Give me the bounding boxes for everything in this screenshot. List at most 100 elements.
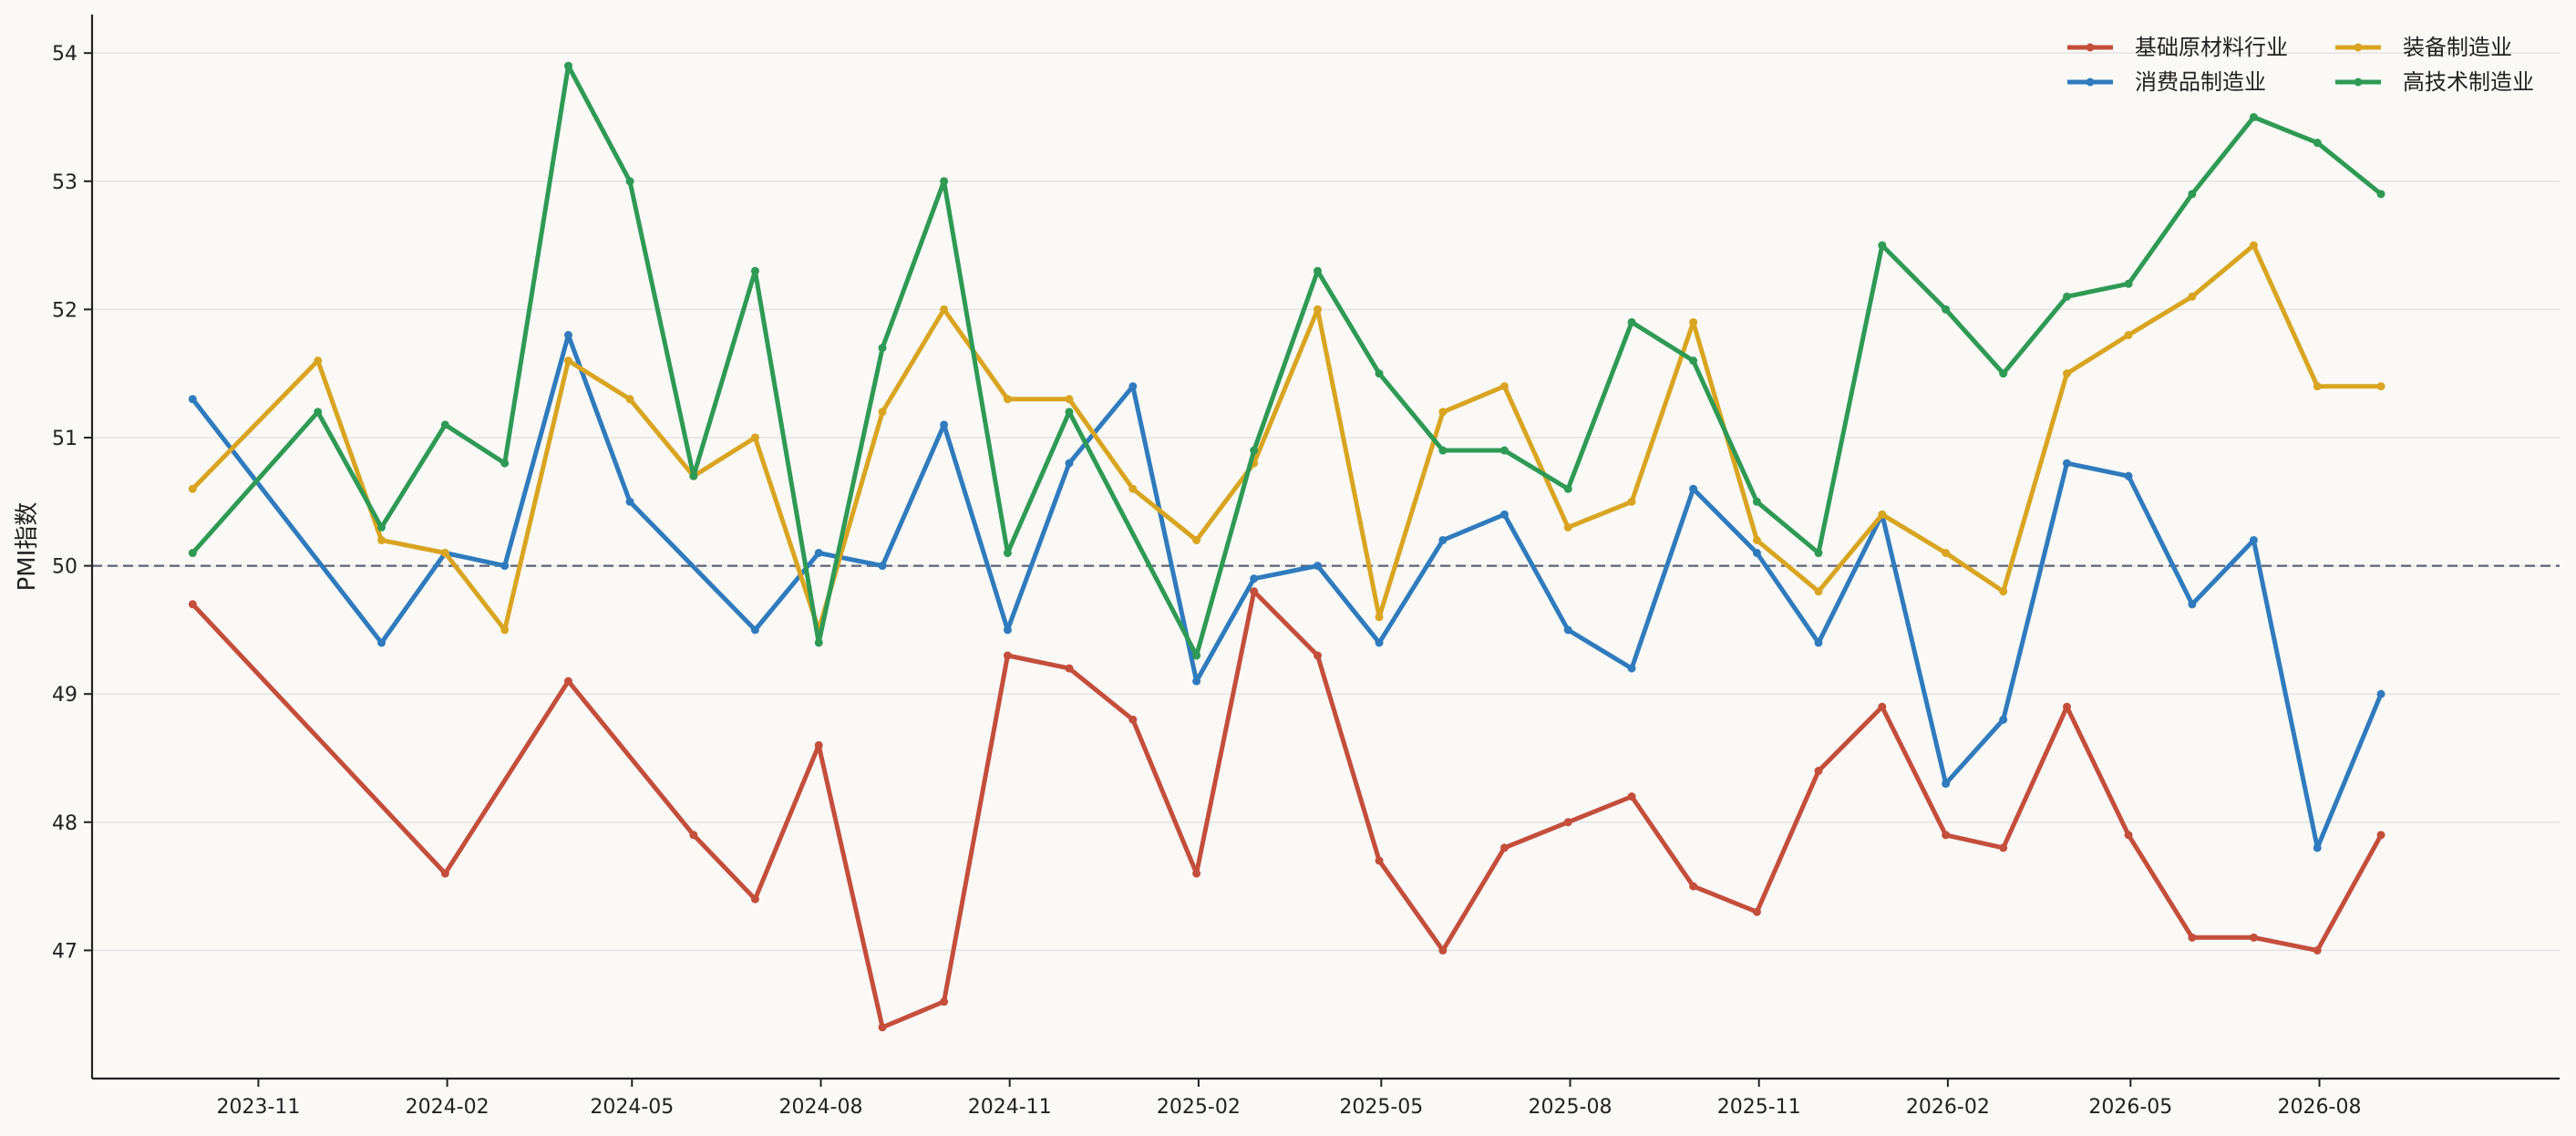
data-point [1313,562,1322,571]
data-point [563,356,572,366]
data-point [1192,651,1201,660]
data-point [188,549,197,558]
data-point [2063,369,2072,378]
x-tick-label: 2025-05 [1339,1096,1423,1119]
data-point [1128,484,1138,493]
data-point [625,177,634,186]
data-point [440,420,449,429]
data-point [1003,625,1012,635]
y-axis-title: PMI指数 [14,502,41,592]
data-point [1192,676,1201,686]
data-point [1375,638,1384,647]
data-point [625,395,634,404]
data-point [500,459,510,468]
x-tick-label: 2026-08 [2278,1096,2362,1119]
data-point [440,549,449,558]
data-point [2188,292,2197,301]
data-point [2249,241,2258,250]
data-point [750,625,759,635]
y-tick-label: 53 [52,171,77,194]
data-point [878,1023,887,1032]
data-point [689,471,698,480]
data-point [2313,382,2322,391]
data-point [1128,715,1138,724]
x-tick-label: 2024-11 [968,1096,1052,1119]
data-point [2063,459,2072,468]
data-point [1814,549,1823,558]
data-point [1627,792,1636,801]
data-point [188,395,197,404]
data-point [377,535,386,544]
data-point [1065,459,1074,468]
data-point [940,305,949,314]
data-point [814,638,823,647]
y-tick-label: 54 [52,43,77,66]
data-point [563,331,572,340]
y-tick-label: 47 [52,940,77,963]
data-point [1192,535,1201,544]
data-point [2063,292,2072,301]
data-point [1942,780,1951,789]
data-point [1250,587,1259,596]
data-point [1814,587,1823,596]
data-point [1878,241,1887,250]
data-point [1250,446,1259,455]
data-point [314,408,323,417]
data-point [1375,369,1384,378]
x-tick-label: 2026-05 [2088,1096,2172,1119]
data-point [1563,522,1572,532]
data-point [1689,356,1698,366]
data-point [2313,945,2322,955]
data-point [814,549,823,558]
data-point [1499,843,1509,852]
data-point [2376,689,2385,698]
data-point [1065,395,1074,404]
data-point [1752,535,1761,544]
series-line [190,589,2384,1030]
data-point [689,831,698,840]
data-point [2124,831,2133,840]
data-point [1999,369,2008,378]
data-point [1499,446,1509,455]
data-point [1375,856,1384,865]
y-tick-label: 51 [52,428,77,450]
data-point [878,344,887,353]
data-point [2376,831,2385,840]
data-point [1438,535,1448,544]
data-point [377,522,386,532]
data-point [1065,408,1074,417]
data-point [940,177,949,186]
data-point [878,408,887,417]
data-point [1375,613,1384,622]
data-point [1752,497,1761,506]
data-point [1563,818,1572,827]
data-point [2124,471,2133,480]
y-tick-label: 50 [52,556,77,579]
data-point [1689,317,1698,326]
legend-marker [2086,43,2095,52]
data-point [1438,446,1448,455]
data-point [2249,933,2258,942]
data-point [1313,305,1322,314]
legend-item: 装备制造业 [2335,35,2512,60]
y-tick-label: 48 [52,812,77,835]
data-point [1942,549,1951,558]
legend-item: 基础原材料行业 [2067,35,2288,60]
data-point [1065,664,1074,673]
x-tick-label: 2024-08 [779,1096,863,1119]
legend-label: 高技术制造业 [2403,69,2534,95]
data-point [1563,625,1572,635]
legend-marker [2354,43,2363,52]
legend-item: 高技术制造业 [2335,69,2534,95]
legend-marker [2354,77,2363,87]
data-point [940,997,949,1007]
data-point [500,625,510,635]
x-tick-label: 2024-05 [590,1096,674,1119]
data-point [563,676,572,686]
data-point [1942,305,1951,314]
x-tick-label: 2025-08 [1529,1096,1613,1119]
legend-label: 基础原材料行业 [2135,35,2288,60]
data-point [188,484,197,493]
data-point [1499,382,1509,391]
